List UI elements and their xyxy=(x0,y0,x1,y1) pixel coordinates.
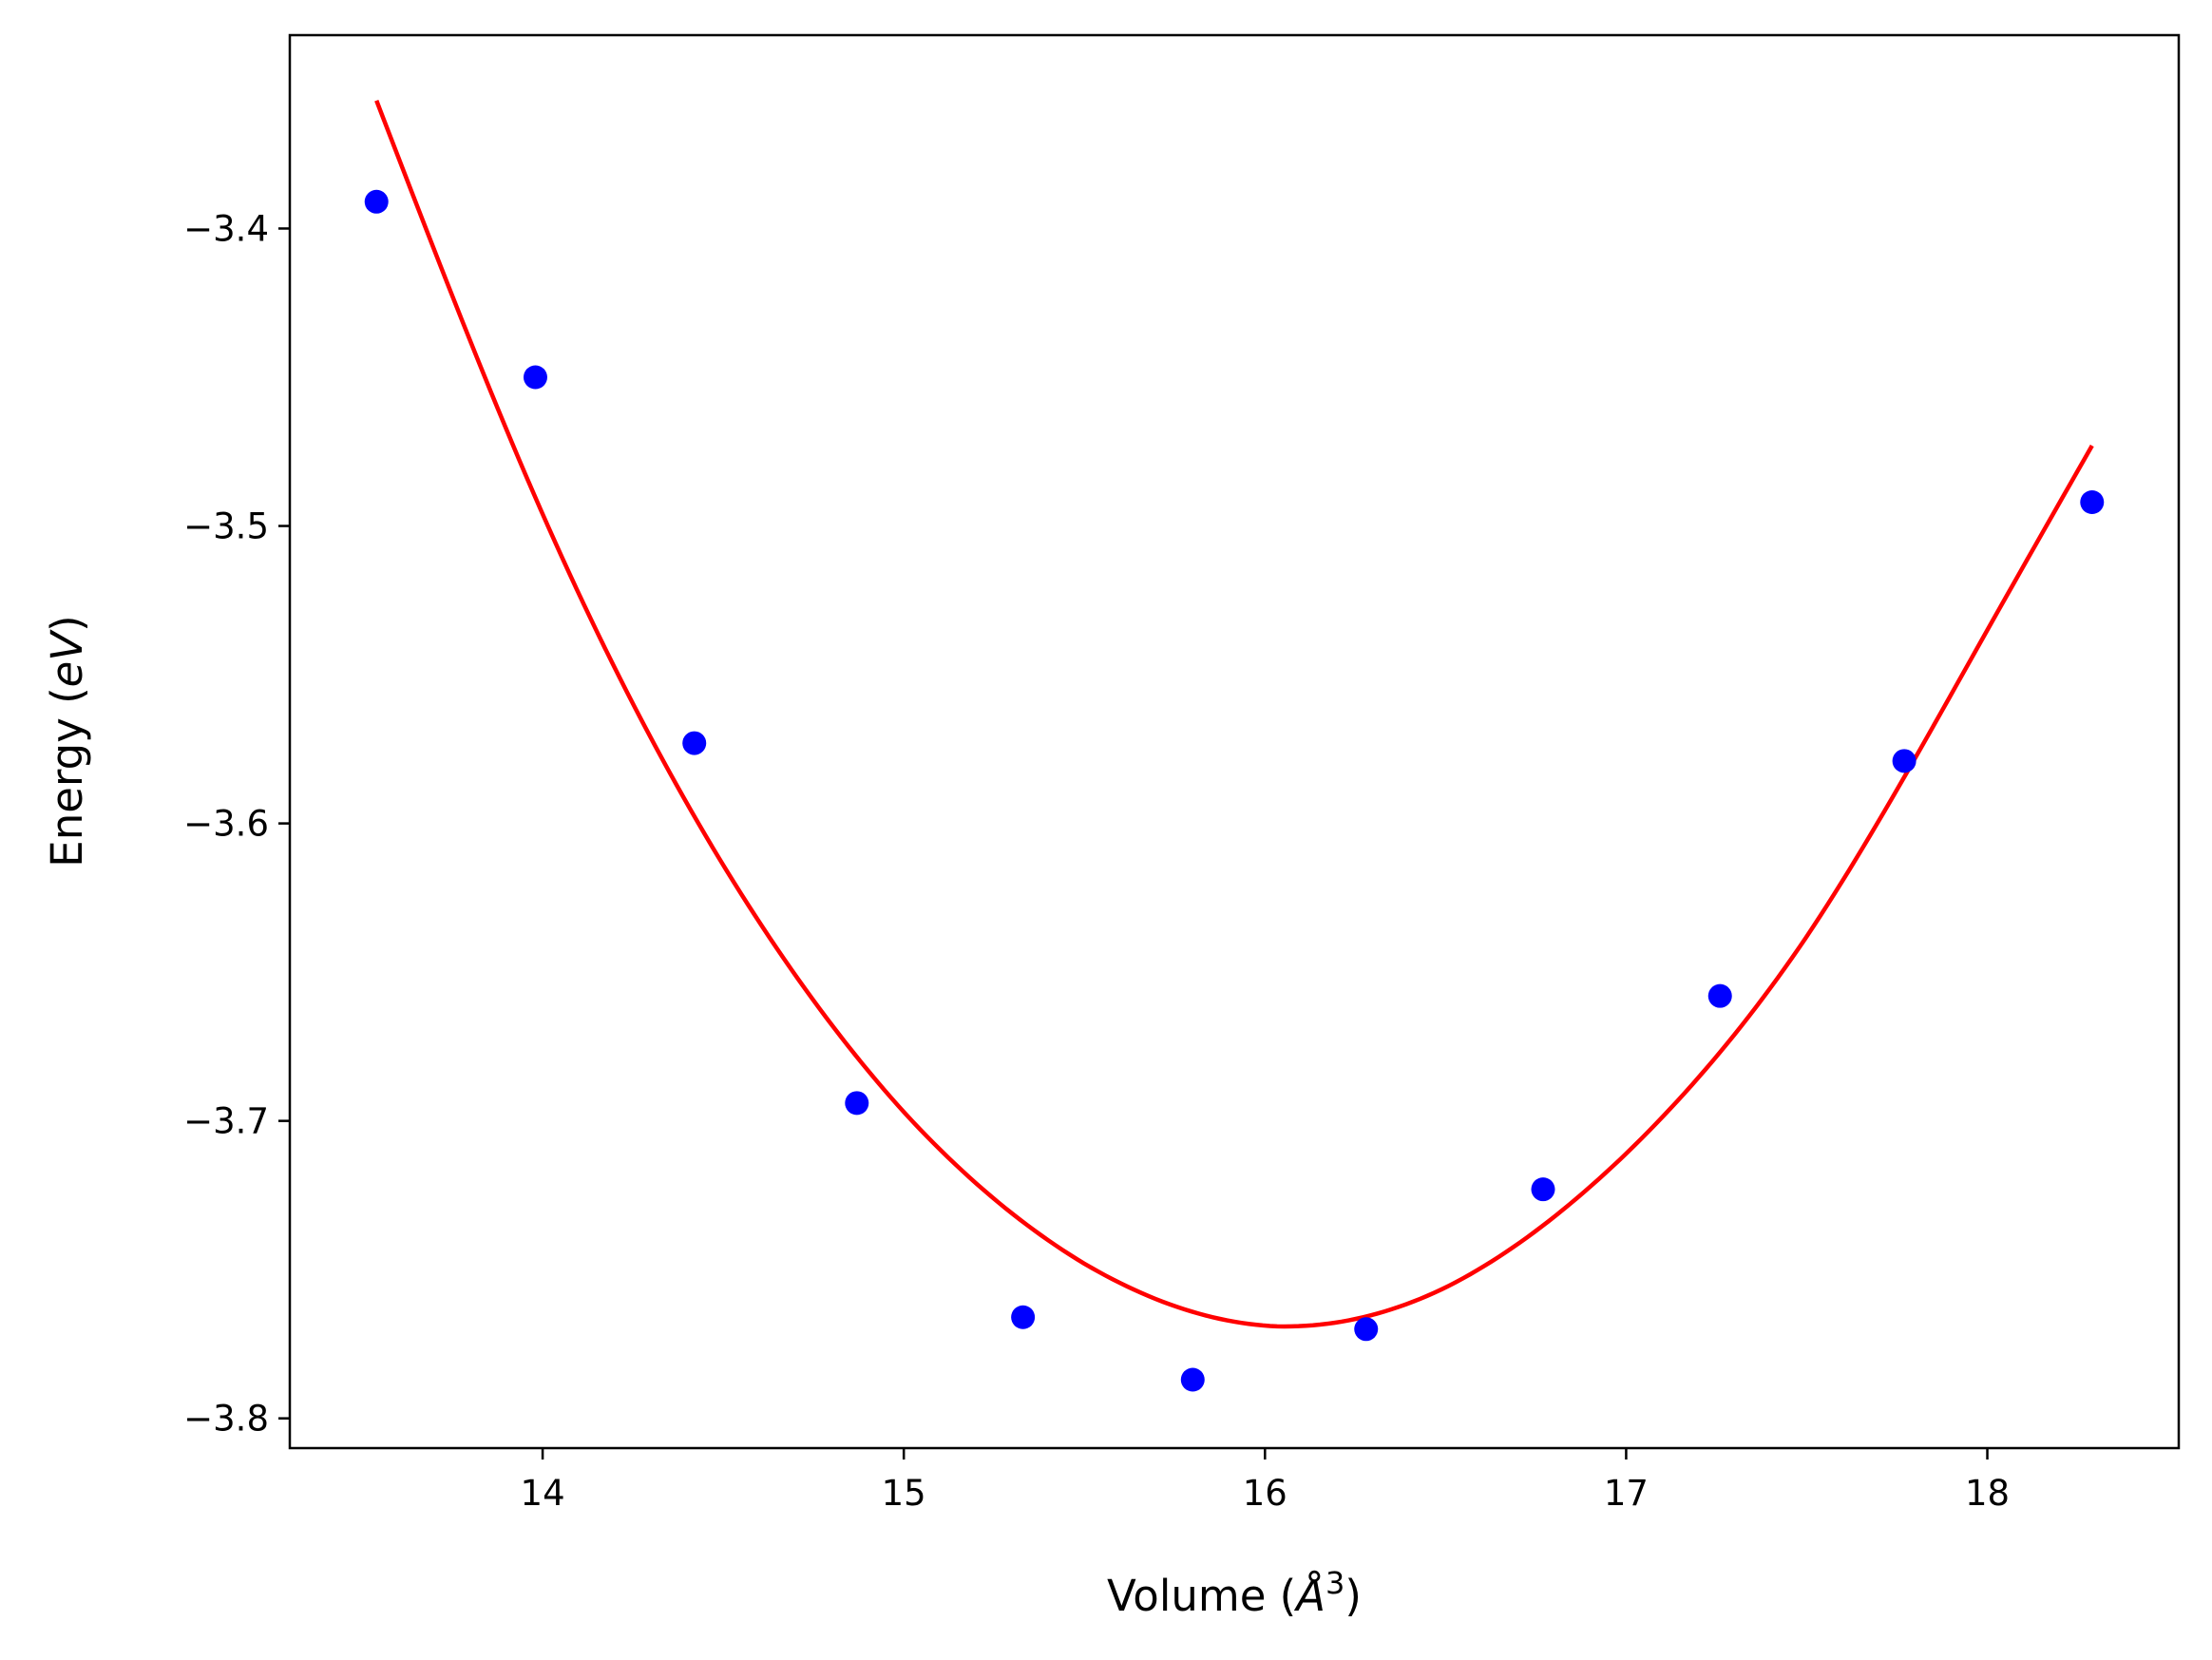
data-point xyxy=(1354,1317,1379,1342)
y-tick-label: −3.7 xyxy=(183,1101,269,1142)
x-tick-label: 16 xyxy=(1243,1473,1287,1514)
y-tick-label: −3.5 xyxy=(183,506,269,547)
data-point xyxy=(364,189,389,214)
x-tick-label: 15 xyxy=(882,1473,926,1514)
data-point xyxy=(845,1091,869,1116)
data-point xyxy=(1180,1367,1205,1392)
data-point xyxy=(523,365,547,390)
data-point xyxy=(1707,983,1732,1008)
y-tick-label: −3.8 xyxy=(183,1399,269,1440)
data-point xyxy=(682,731,707,755)
x-axis-label: Volume (Å3) xyxy=(1107,1565,1362,1621)
plot-frame xyxy=(288,33,2181,1450)
y-tick-label: −3.6 xyxy=(183,804,269,845)
fit-curve xyxy=(374,100,2094,1329)
data-point xyxy=(2080,489,2105,514)
x-tick-label: 18 xyxy=(1965,1473,2010,1514)
x-tick-label: 17 xyxy=(1604,1473,1649,1514)
x-tick-label: 14 xyxy=(521,1473,565,1514)
x-axis: 14 15 16 17 18 xyxy=(521,1448,2010,1514)
y-axis-label: Energy (eV) xyxy=(42,615,92,867)
data-point xyxy=(1892,749,1916,773)
y-tick-label: −3.4 xyxy=(183,208,269,249)
plot-area xyxy=(364,100,2105,1392)
y-axis: −3.4 −3.5 −3.6 −3.7 −3.8 xyxy=(183,208,290,1440)
data-point xyxy=(1531,1177,1555,1202)
data-point xyxy=(1011,1305,1036,1329)
